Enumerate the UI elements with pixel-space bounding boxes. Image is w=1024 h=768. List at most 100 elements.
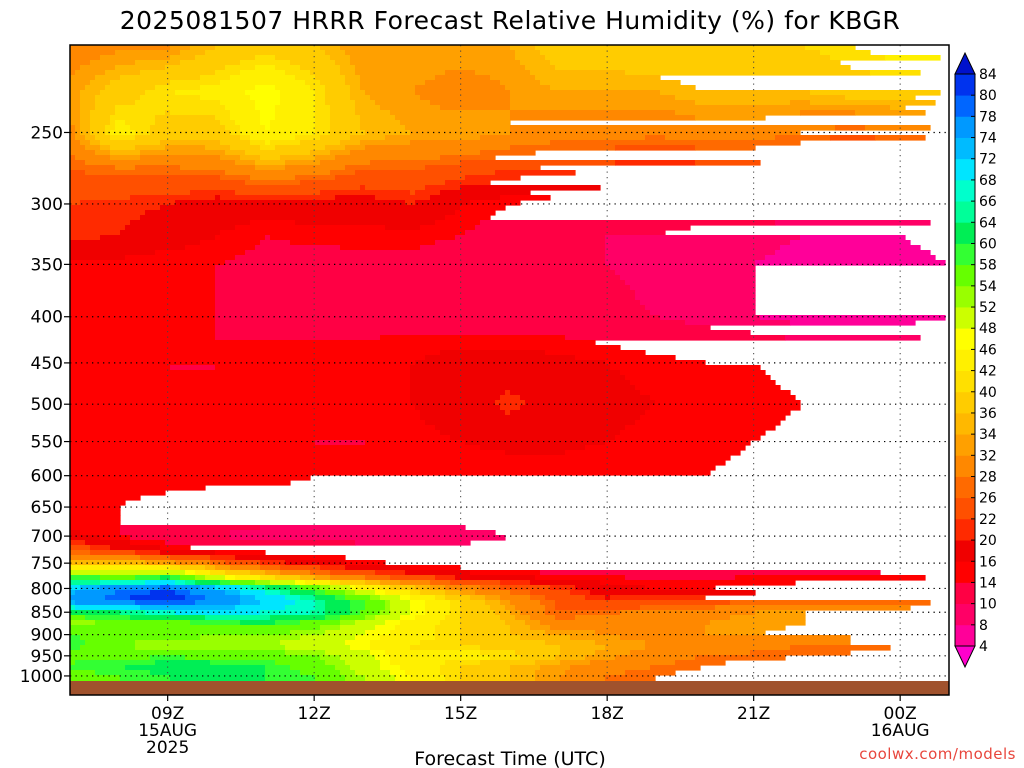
humidity-cell <box>410 675 446 681</box>
humidity-cell <box>95 135 111 141</box>
colorbar-min-extension <box>954 645 976 669</box>
humidity-cell <box>110 115 156 121</box>
humidity-cell <box>70 505 121 511</box>
humidity-cell <box>380 660 391 666</box>
humidity-cell <box>310 70 341 76</box>
humidity-cell <box>540 570 881 576</box>
humidity-cell <box>565 670 626 676</box>
humidity-cell <box>345 80 361 86</box>
humidity-cell <box>645 135 666 141</box>
humidity-cell <box>410 595 436 601</box>
humidity-cell <box>605 440 751 446</box>
humidity-cell <box>225 125 241 131</box>
humidity-cell <box>775 220 931 226</box>
humidity-cell <box>210 660 276 666</box>
colorbar-label: 72 <box>979 152 997 168</box>
humidity-cell <box>180 575 196 581</box>
humidity-cell <box>70 80 91 86</box>
colorbar-label: 10 <box>979 597 997 613</box>
humidity-cell <box>555 615 576 621</box>
humidity-cell <box>255 580 271 586</box>
humidity-cell <box>420 245 606 251</box>
humidity-cell <box>320 135 351 141</box>
plot-frame <box>69 44 950 696</box>
humidity-cell <box>70 415 421 421</box>
y-axis: 250 300 350 400 450 500 550 600 650 700 750 800 850 9… <box>20 123 70 687</box>
humidity-cell <box>270 580 296 586</box>
humidity-cell <box>735 575 926 581</box>
humidity-cell <box>445 590 461 596</box>
humidity-cell <box>300 585 321 591</box>
y-tick-label: 450 <box>31 354 63 374</box>
humidity-cell <box>80 105 96 111</box>
humidity-cell <box>390 585 416 591</box>
colorbar-band <box>955 455 975 477</box>
humidity-cell <box>695 115 766 121</box>
humidity-cell <box>625 375 771 381</box>
y-tick-label: 800 <box>31 579 63 599</box>
humidity-cell <box>330 125 361 131</box>
humidity-cell <box>70 625 321 631</box>
humidity-cell <box>545 640 596 646</box>
humidity-cell <box>585 655 616 661</box>
humidity-cell <box>195 580 221 586</box>
humidity-cell <box>555 65 851 71</box>
humidity-cell <box>425 355 576 361</box>
humidity-cell <box>480 645 561 651</box>
humidity-cell <box>435 625 461 631</box>
humidity-cell <box>410 190 416 196</box>
humidity-cell <box>645 645 791 651</box>
humidity-cell <box>70 400 411 406</box>
humidity-cell <box>355 670 391 676</box>
humidity-cell <box>120 675 171 681</box>
humidity-cell <box>305 80 321 86</box>
humidity-cell <box>100 235 216 241</box>
humidity-cell <box>425 420 636 426</box>
humidity-cell <box>160 545 191 551</box>
humidity-cell <box>215 565 231 571</box>
humidity-cell <box>450 600 461 606</box>
humidity-cell <box>130 595 186 601</box>
humidity-cell <box>590 590 756 596</box>
humidity-cell <box>225 65 256 71</box>
humidity-cell <box>245 90 281 96</box>
humidity-cell <box>400 595 411 601</box>
colorbar-label: 4 <box>979 639 988 655</box>
humidity-cell <box>510 100 696 106</box>
humidity-cell <box>245 250 606 256</box>
humidity-cell <box>290 590 316 596</box>
humidity-cell <box>525 65 556 71</box>
humidity-cell <box>70 295 216 301</box>
humidity-cell <box>595 630 706 636</box>
humidity-cell <box>435 240 606 246</box>
humidity-cell <box>310 150 331 156</box>
humidity-cell <box>70 140 81 146</box>
humidity-cell <box>350 665 381 671</box>
humidity-cell <box>70 270 216 276</box>
humidity-cell <box>515 615 531 621</box>
humidity-cell <box>300 140 341 146</box>
humidity-cell <box>390 630 436 636</box>
humidity-cell <box>345 595 371 601</box>
humidity-cell <box>635 290 756 296</box>
humidity-cell <box>125 225 236 231</box>
humidity-cell <box>695 100 791 106</box>
humidity-cell <box>90 140 101 146</box>
humidity-cell <box>235 225 386 231</box>
humidity-cell <box>70 90 81 96</box>
humidity-cell <box>265 590 281 596</box>
x-tick-label: 21Z <box>737 704 770 724</box>
humidity-cell <box>290 240 436 246</box>
humidity-cell <box>70 535 101 541</box>
humidity-cell <box>530 70 626 76</box>
humidity-cell <box>70 70 76 76</box>
humidity-cell <box>70 545 91 551</box>
humidity-cell <box>615 145 696 151</box>
humidity-cell <box>180 50 206 56</box>
humidity-cell <box>325 100 356 106</box>
humidity-cell <box>480 585 501 591</box>
humidity-cell <box>315 110 331 116</box>
humidity-cell <box>460 640 546 646</box>
humidity-cell <box>115 105 226 111</box>
humidity-cell <box>185 245 256 251</box>
